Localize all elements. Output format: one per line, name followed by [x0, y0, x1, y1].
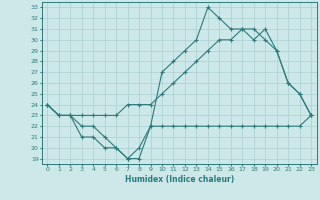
X-axis label: Humidex (Indice chaleur): Humidex (Indice chaleur) [124, 175, 234, 184]
